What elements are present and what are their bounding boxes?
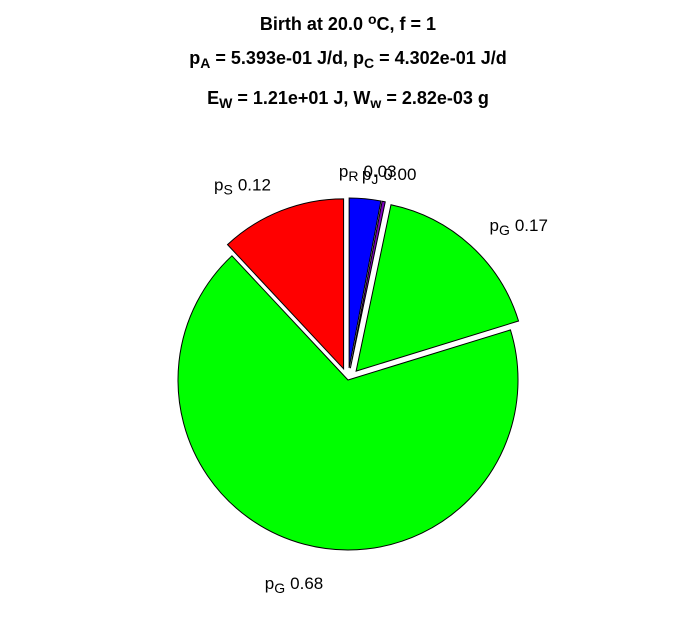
- title-segment: Birth at 20.0: [260, 14, 368, 34]
- label-symbol: p: [214, 176, 223, 195]
- title-segment: E: [207, 88, 219, 108]
- slice-label: pG 0.68: [265, 574, 323, 596]
- title-segment: o: [368, 11, 377, 27]
- slice-label: pG 0.17: [489, 216, 547, 238]
- label-symbol: p: [265, 574, 274, 593]
- title-segment: = 2.82e-03 g: [381, 88, 489, 108]
- title-segment: = 4.302e-01 J/d: [374, 48, 507, 68]
- chart-title: EW = 1.21e+01 J, Ww = 2.82e-03 g: [207, 88, 489, 111]
- pie-slice: [177, 255, 519, 551]
- pie-slice: [348, 197, 382, 369]
- label-value: 0.68: [290, 574, 323, 593]
- slice-label: pS 0.12: [214, 176, 271, 198]
- label-symbol: p: [489, 216, 498, 235]
- title-segment: C, f = 1: [377, 14, 437, 34]
- title-segment: W: [219, 95, 233, 111]
- slice-label: pR 0.03: [339, 162, 397, 184]
- pie-slice: [226, 198, 345, 371]
- label-value: 0.00: [383, 165, 416, 184]
- title-segment: C: [364, 55, 374, 71]
- title-segment: = 5.393e-01 J/d, p: [210, 48, 364, 68]
- label-value: 0.17: [515, 216, 548, 235]
- title-segment: = 1.21e+01 J, W: [232, 88, 370, 108]
- label-value: 0.03: [363, 162, 396, 181]
- pie-slice: [349, 200, 386, 369]
- chart-title: pA = 5.393e-01 J/d, pC = 4.302e-01 J/d: [189, 48, 506, 71]
- title-segment: w: [369, 95, 381, 111]
- label-subscript: R: [348, 168, 358, 184]
- title-segment: A: [200, 55, 210, 71]
- label-subscript: J: [371, 171, 378, 187]
- label-symbol: p: [362, 165, 371, 184]
- label-value: 0.12: [238, 176, 271, 195]
- pie-slice: [355, 204, 520, 372]
- label-symbol: p: [339, 162, 348, 181]
- label-subscript: S: [223, 182, 232, 198]
- label-subscript: G: [499, 222, 510, 238]
- slice-label: pJ 0.00: [362, 165, 417, 187]
- label-subscript: G: [274, 580, 285, 596]
- title-segment: p: [189, 48, 200, 68]
- chart-title: Birth at 20.0 oC, f = 1: [260, 11, 436, 34]
